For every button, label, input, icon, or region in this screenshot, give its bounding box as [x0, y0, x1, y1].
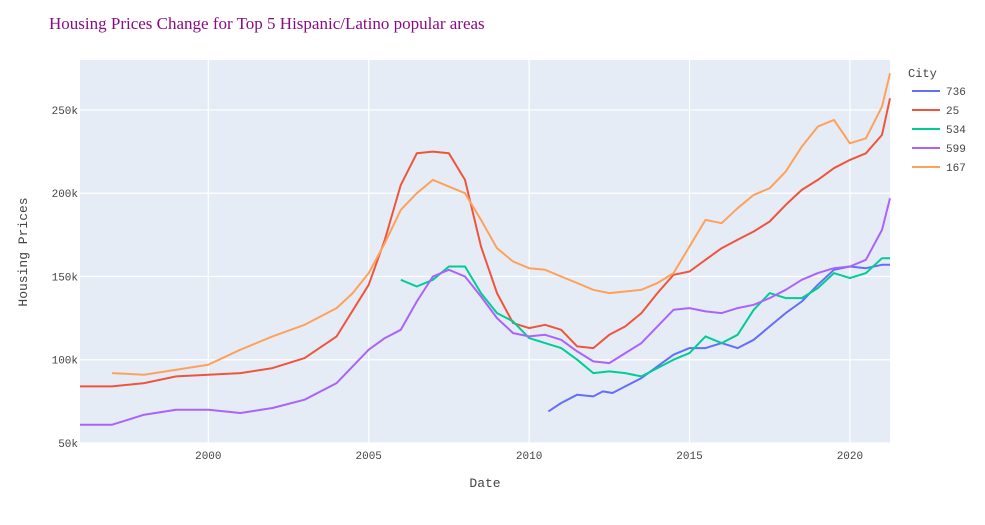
- y-tick-label: 150k: [52, 272, 79, 284]
- series-line-167: [112, 73, 891, 376]
- x-tick-label: 2010: [516, 451, 542, 463]
- legend: City 736 25 534 599 167: [908, 67, 966, 175]
- legend-label-534: 534: [946, 125, 966, 137]
- x-tick-label: 2015: [676, 451, 702, 463]
- y-axis-ticks: 50k 100k 150k 200k 250k: [52, 106, 79, 451]
- legend-label-25: 25: [946, 106, 959, 118]
- x-tick-label: 2020: [837, 451, 863, 463]
- series-line-736: [547, 263, 890, 413]
- series-line-599: [80, 197, 891, 426]
- x-tick-label: 2005: [356, 451, 382, 463]
- legend-label-167: 167: [946, 163, 966, 175]
- y-tick-label: 100k: [52, 356, 79, 368]
- y-tick-label: 250k: [52, 106, 79, 118]
- x-axis-ticks: 2000 2005 2010 2015 2020: [195, 451, 863, 463]
- plot-area: [80, 60, 890, 443]
- series-line-25: [80, 98, 891, 388]
- x-tick-label: 2000: [195, 451, 221, 463]
- y-tick-label: 50k: [58, 439, 78, 451]
- x-axis-label: Date: [469, 476, 500, 491]
- legend-label-599: 599: [946, 144, 966, 156]
- legend-label-736: 736: [946, 87, 966, 99]
- chart-title: Housing Prices Change for Top 5 Hispanic…: [49, 14, 485, 33]
- series-line-534: [400, 257, 890, 378]
- y-tick-label: 200k: [52, 189, 79, 201]
- y-gridlines: [80, 109, 890, 444]
- series-lines: [80, 73, 891, 426]
- y-axis-label: Housing Prices: [16, 197, 31, 306]
- legend-title: City: [908, 67, 937, 81]
- x-gridlines: [207, 60, 851, 443]
